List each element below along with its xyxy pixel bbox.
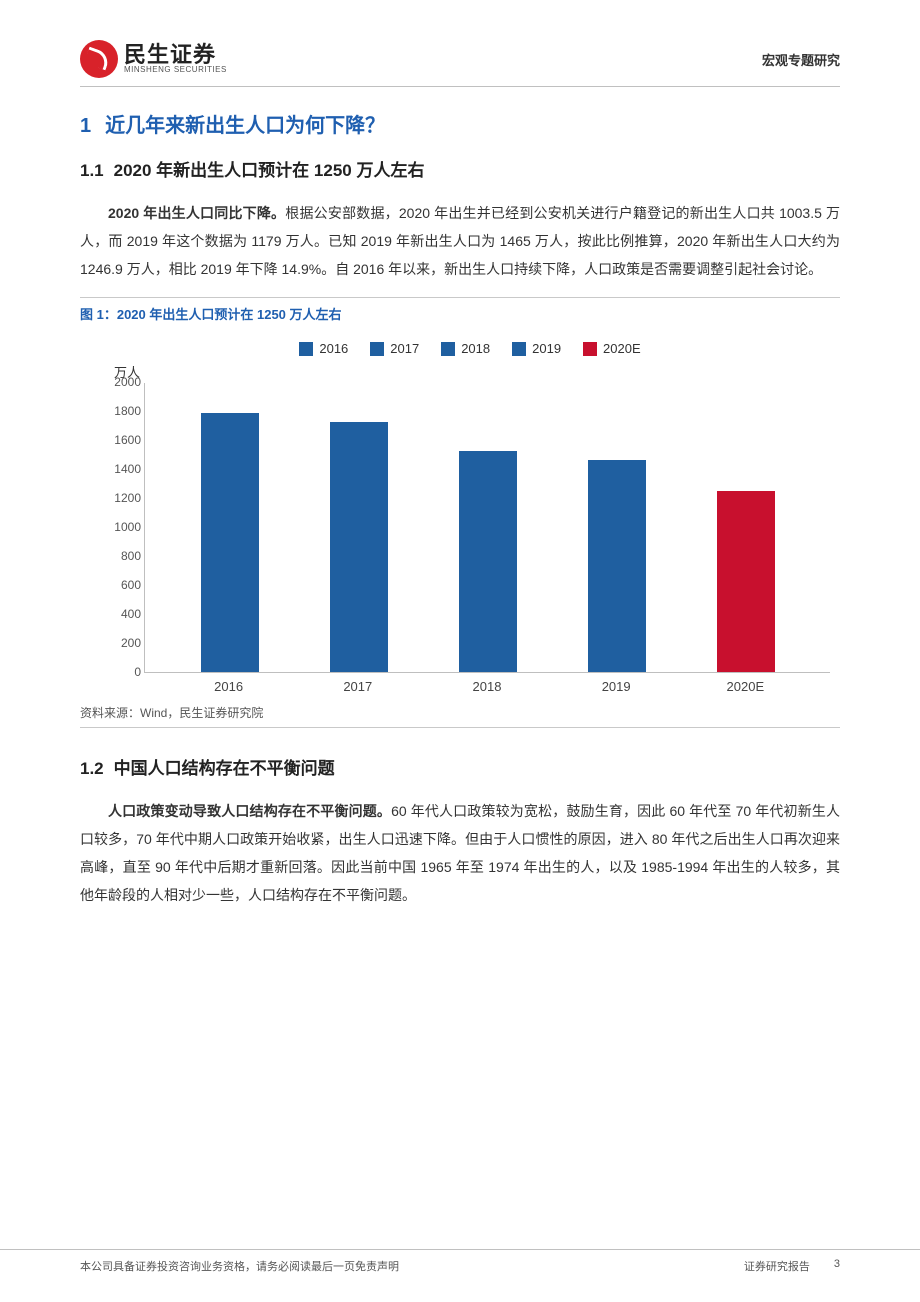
chart-legend: 2016 2017 2018 2019 2020E xyxy=(110,341,830,356)
heading-1-1-num: 1.1 xyxy=(80,161,104,180)
x-tick-label: 2019 xyxy=(587,679,645,694)
bar xyxy=(330,422,388,672)
y-tick-label: 1000 xyxy=(105,520,141,534)
heading-1-1-title: 2020 年新出生人口预计在 1250 万人左右 xyxy=(114,161,425,180)
footer-page-number: 3 xyxy=(834,1258,840,1274)
page-footer: 本公司具备证券投资咨询业务资格，请务必阅读最后一页免责声明 证券研究报告 3 xyxy=(0,1249,920,1274)
heading-1-2: 1.2 中国人口结构存在不平衡问题 xyxy=(80,754,840,779)
footer-disclaimer: 本公司具备证券投资咨询业务资格，请务必阅读最后一页免责声明 xyxy=(80,1258,399,1274)
y-tick-label: 1400 xyxy=(105,462,141,476)
chart-plot-area: 0200400600800100012001400160018002000 xyxy=(144,383,830,673)
y-tick-label: 1800 xyxy=(105,404,141,418)
doc-category: 宏观专题研究 xyxy=(762,50,840,69)
para-lead: 人口政策变动导致人口结构存在不平衡问题。 xyxy=(108,803,391,819)
legend-label: 2016 xyxy=(319,341,348,356)
x-tick-label: 2020E xyxy=(716,679,774,694)
logo-text-cn: 民生证券 xyxy=(124,44,227,66)
legend-item: 2019 xyxy=(512,341,561,356)
legend-label: 2017 xyxy=(390,341,419,356)
y-tick-label: 1600 xyxy=(105,433,141,447)
page-header: 民生证券 MINSHENG SECURITIES 宏观专题研究 xyxy=(80,40,840,87)
heading-1-2-num: 1.2 xyxy=(80,759,104,778)
chart-bars xyxy=(145,383,830,672)
heading-1-title: 近几年来新出生人口为何下降？ xyxy=(105,115,385,137)
y-tick-label: 600 xyxy=(105,578,141,592)
chart-x-labels: 2016 2017 2018 2019 2020E xyxy=(144,673,830,694)
y-tick-label: 0 xyxy=(105,665,141,679)
legend-swatch xyxy=(512,342,526,356)
heading-1: 1 近几年来新出生人口为何下降？ xyxy=(80,109,840,138)
legend-swatch xyxy=(583,342,597,356)
y-tick-label: 1200 xyxy=(105,491,141,505)
logo: 民生证券 MINSHENG SECURITIES xyxy=(80,40,227,78)
paragraph-1-2: 人口政策变动导致人口结构存在不平衡问题。60 年代人口政策较为宽松，鼓励生育，因… xyxy=(80,797,840,909)
bar xyxy=(459,451,517,672)
logo-text-en: MINSHENG SECURITIES xyxy=(124,66,227,74)
legend-label: 2020E xyxy=(603,341,641,356)
x-tick-label: 2016 xyxy=(200,679,258,694)
bar xyxy=(717,491,775,672)
legend-swatch xyxy=(370,342,384,356)
legend-item: 2016 xyxy=(299,341,348,356)
y-tick-label: 400 xyxy=(105,607,141,621)
legend-swatch xyxy=(441,342,455,356)
heading-1-1: 1.1 2020 年新出生人口预计在 1250 万人左右 xyxy=(80,156,840,181)
legend-label: 2018 xyxy=(461,341,490,356)
y-tick-label: 800 xyxy=(105,549,141,563)
para-lead: 2020 年出生人口同比下降。 xyxy=(108,205,285,221)
heading-1-2-title: 中国人口结构存在不平衡问题 xyxy=(114,759,335,778)
figure-1-chart: 20162017201820192020E 万人 020040060080010… xyxy=(80,333,840,694)
legend-item: 2020E xyxy=(583,341,641,356)
bar xyxy=(201,413,259,672)
x-tick-label: 2018 xyxy=(458,679,516,694)
heading-1-num: 1 xyxy=(80,115,91,137)
footer-doc-type: 证券研究报告 xyxy=(744,1258,810,1274)
x-tick-label: 2017 xyxy=(329,679,387,694)
legend-item: 2017 xyxy=(370,341,419,356)
paragraph-1-1: 2020 年出生人口同比下降。根据公安部数据，2020 年出生并已经到公安机关进… xyxy=(80,199,840,283)
figure-1-source: 资料来源：Wind，民生证券研究院 xyxy=(80,700,840,728)
legend-swatch xyxy=(299,342,313,356)
y-tick-label: 200 xyxy=(105,636,141,650)
bar xyxy=(588,460,646,672)
legend-label: 2019 xyxy=(532,341,561,356)
logo-icon xyxy=(80,40,118,78)
legend-item: 2018 xyxy=(441,341,490,356)
y-tick-label: 2000 xyxy=(105,375,141,389)
chart-y-unit: 万人 xyxy=(114,362,830,381)
figure-1-caption: 图 1：2020 年出生人口预计在 1250 万人左右 xyxy=(80,297,840,323)
